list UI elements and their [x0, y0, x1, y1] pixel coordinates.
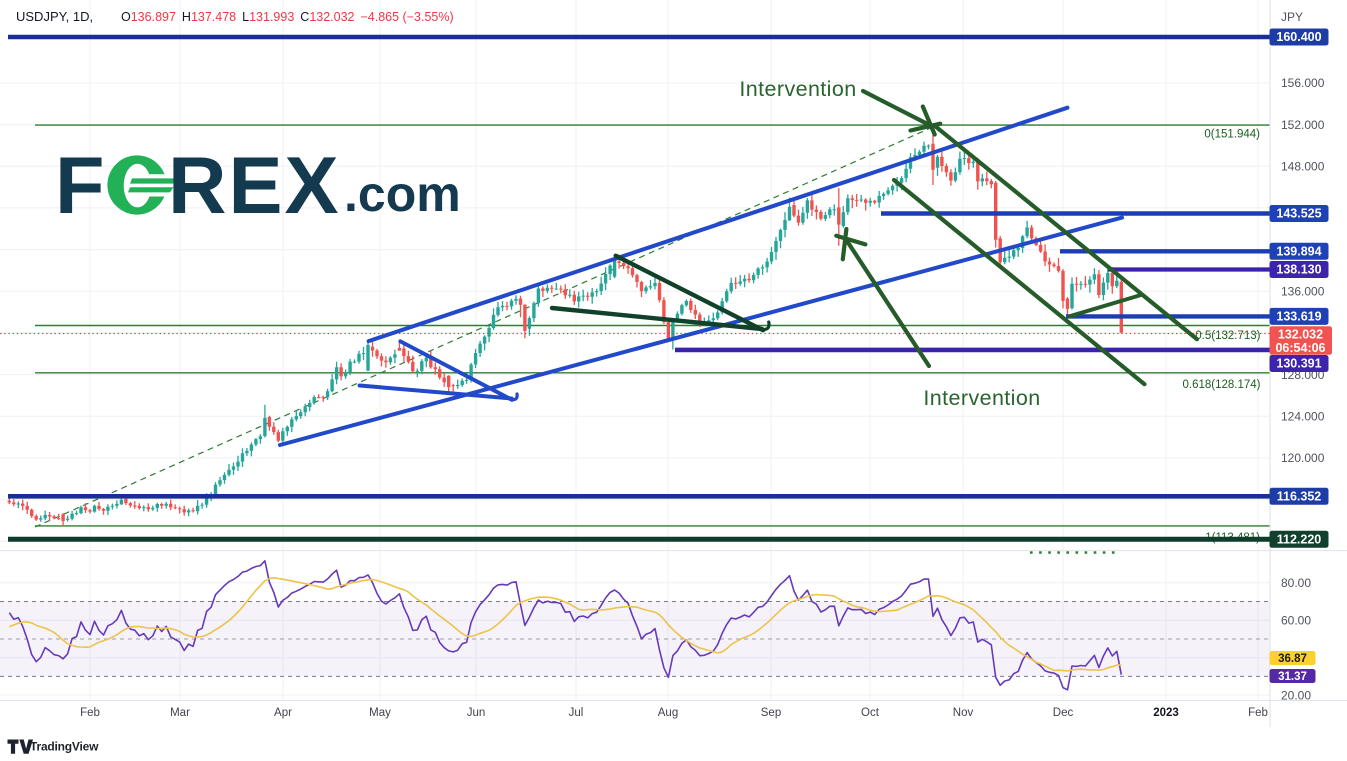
svg-text:Apr: Apr: [274, 707, 292, 719]
svg-text:Aug: Aug: [658, 707, 678, 719]
svg-text:TradingView: TradingView: [30, 740, 99, 754]
svg-text:Jul: Jul: [569, 707, 584, 719]
svg-text:80.00: 80.00: [1281, 576, 1311, 590]
svg-text:Feb: Feb: [1248, 707, 1268, 719]
svg-text:160.400: 160.400: [1276, 30, 1321, 44]
svg-text:36.87: 36.87: [1278, 653, 1307, 665]
svg-text:Sep: Sep: [761, 707, 781, 719]
svg-text:Mar: Mar: [170, 707, 190, 719]
svg-text:124.000: 124.000: [1281, 410, 1325, 424]
svg-text:0.618(128.174): 0.618(128.174): [1182, 379, 1260, 391]
svg-text:Oct: Oct: [861, 707, 880, 719]
svg-text:116.352: 116.352: [1277, 490, 1322, 504]
svg-text:.com: .com: [344, 166, 461, 222]
svg-text:60.00: 60.00: [1281, 613, 1311, 627]
svg-text:138.130: 138.130: [1276, 263, 1321, 277]
svg-text:2023: 2023: [1153, 707, 1179, 719]
svg-text:136.000: 136.000: [1281, 285, 1325, 299]
svg-text:120.000: 120.000: [1281, 451, 1325, 465]
svg-text:0.5(132.713): 0.5(132.713): [1195, 330, 1260, 342]
svg-text:May: May: [369, 707, 391, 719]
svg-text:Intervention: Intervention: [739, 77, 856, 101]
svg-text:F: F: [55, 141, 106, 231]
svg-text:Nov: Nov: [953, 707, 974, 719]
svg-text:Jun: Jun: [467, 707, 486, 719]
svg-text:143.525: 143.525: [1276, 207, 1321, 221]
svg-text:130.391: 130.391: [1276, 357, 1321, 371]
svg-text:152.000: 152.000: [1281, 118, 1325, 132]
svg-text:06:54:06: 06:54:06: [1275, 341, 1325, 355]
svg-text:156.000: 156.000: [1281, 76, 1325, 90]
svg-text:Dec: Dec: [1053, 707, 1074, 719]
svg-text:20.00: 20.00: [1281, 688, 1311, 702]
svg-text:0(151.944): 0(151.944): [1204, 129, 1260, 141]
svg-text:132.032: 132.032: [1278, 328, 1323, 342]
svg-text:112.220: 112.220: [1277, 533, 1322, 547]
svg-text:139.894: 139.894: [1276, 245, 1321, 259]
svg-text:Intervention: Intervention: [923, 386, 1040, 410]
svg-text:133.619: 133.619: [1276, 310, 1321, 324]
svg-text:USDJPY, 1D,: USDJPY, 1D,: [16, 9, 93, 24]
svg-text:148.000: 148.000: [1281, 159, 1325, 173]
svg-text:31.37: 31.37: [1278, 671, 1307, 683]
svg-text:REX: REX: [168, 141, 341, 231]
svg-text:JPY: JPY: [1281, 10, 1303, 24]
svg-text:Feb: Feb: [80, 707, 100, 719]
